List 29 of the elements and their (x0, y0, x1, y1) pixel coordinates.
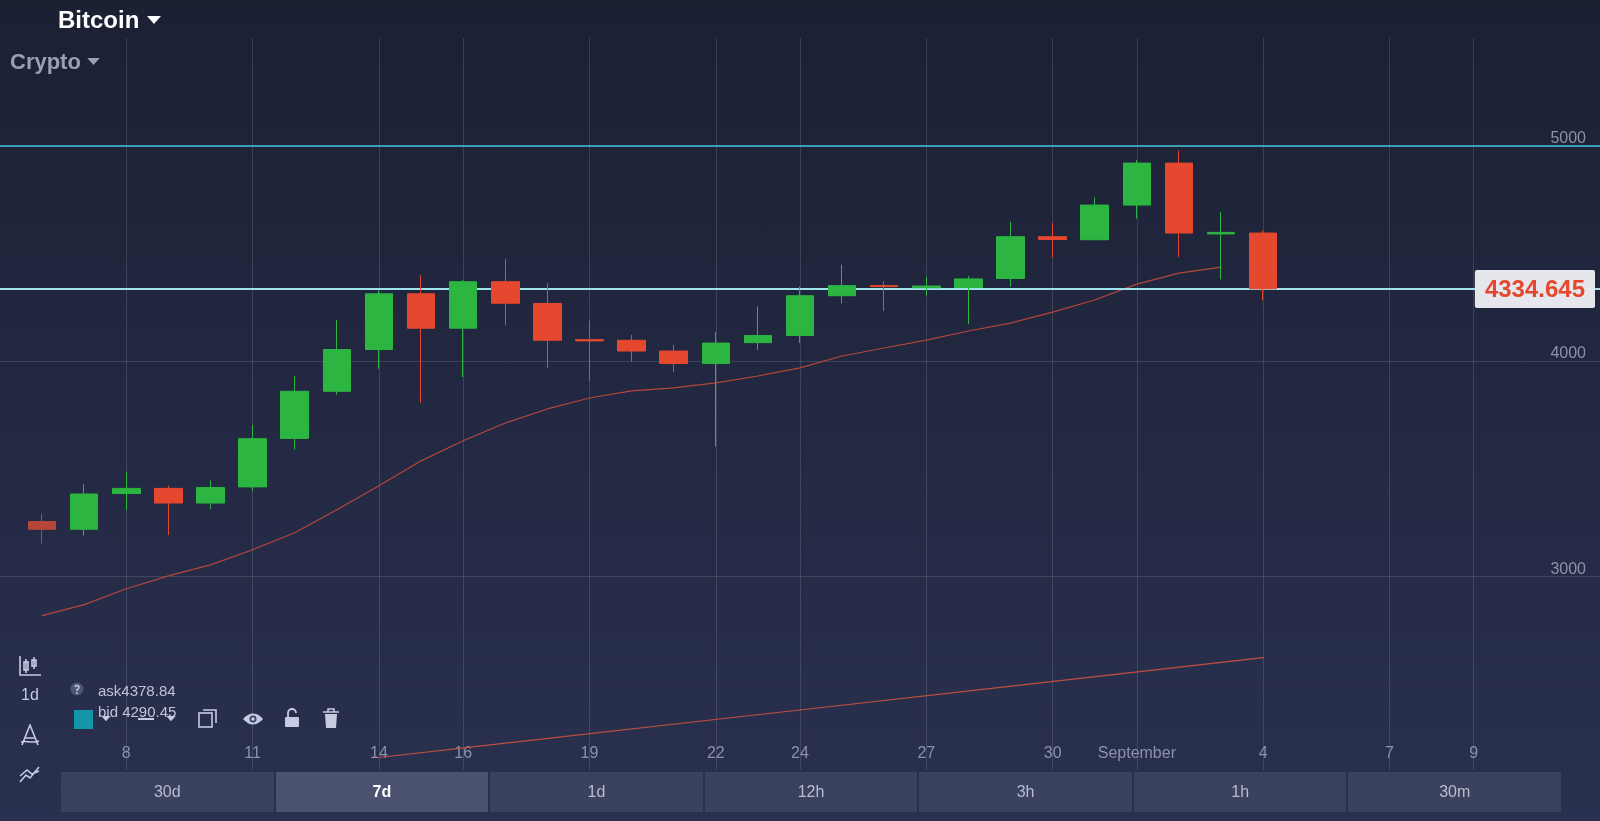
x-tick-label: 9 (1469, 743, 1479, 761)
chart-title: Bitcoin (58, 6, 140, 34)
text: 1d (490, 772, 703, 812)
y-tick-label: 5000 (1550, 129, 1587, 147)
x-tick-label: 14 (370, 743, 388, 761)
annotation: bid 4290.45 (98, 702, 177, 722)
text: 1h (1133, 772, 1347, 812)
x-tick-label: 19 (580, 743, 599, 761)
x-tick-label: 30 (1043, 743, 1062, 761)
text: 30m (1348, 772, 1562, 812)
x-tick-label: 11 (244, 743, 262, 761)
y-tick-label: 3000 (1550, 559, 1587, 577)
text: 30d (61, 772, 274, 812)
x-tick-label: 7 (1385, 743, 1395, 761)
x-tick-label: 8 (121, 743, 131, 761)
text: Crypto (10, 49, 81, 75)
x-tick-label: 27 (917, 743, 936, 761)
x-tick-label: 16 (454, 743, 473, 761)
ref-line-label: 4334.645 (1484, 275, 1585, 303)
text: 12h (704, 772, 918, 812)
text: 7d (275, 772, 489, 812)
annotation: ask4378.84 (98, 681, 177, 701)
y-tick-label: 4000 (1550, 344, 1587, 362)
x-tick-label: 4 (1258, 743, 1268, 761)
text: 3h (919, 772, 1132, 812)
x-tick-label: 24 (791, 743, 809, 761)
x-tick-label: September (1097, 743, 1177, 761)
x-tick-label: 22 (706, 743, 725, 761)
annotation: 1d (20, 686, 40, 704)
